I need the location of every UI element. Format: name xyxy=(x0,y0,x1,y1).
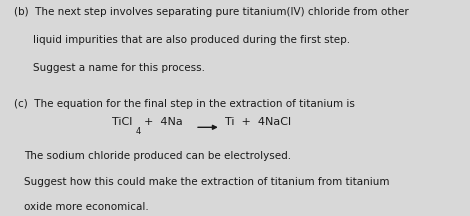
Text: +  4Na: + 4Na xyxy=(144,117,182,127)
Text: Ti  +  4NaCl: Ti + 4NaCl xyxy=(225,117,291,127)
Text: 4: 4 xyxy=(135,127,141,136)
Text: Suggest a name for this process.: Suggest a name for this process. xyxy=(33,63,205,73)
Text: (b)  The next step involves separating pure titanium(IV) chloride from other: (b) The next step involves separating pu… xyxy=(14,7,408,17)
Text: TiCl: TiCl xyxy=(112,117,132,127)
Text: The sodium chloride produced can be electrolysed.: The sodium chloride produced can be elec… xyxy=(24,151,291,161)
Text: oxide more economical.: oxide more economical. xyxy=(24,202,149,212)
Text: (c)  The equation for the final step in the extraction of titanium is: (c) The equation for the final step in t… xyxy=(14,99,354,110)
Text: liquid impurities that are also produced during the first step.: liquid impurities that are also produced… xyxy=(33,35,350,45)
Text: Suggest how this could make the extraction of titanium from titanium: Suggest how this could make the extracti… xyxy=(24,177,390,187)
